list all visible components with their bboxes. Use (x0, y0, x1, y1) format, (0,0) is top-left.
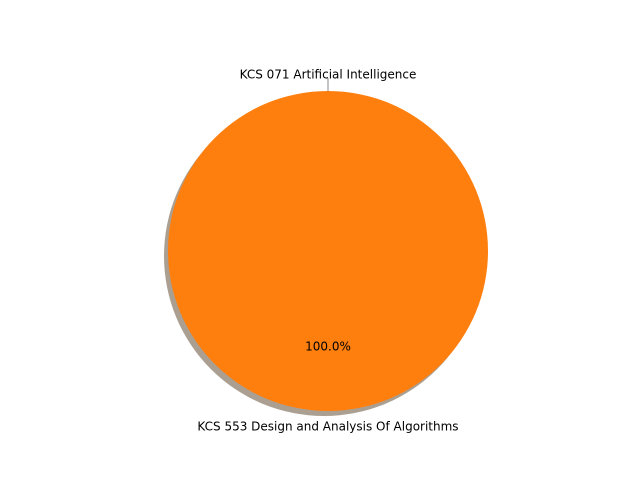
pie-layer: KCS 071 Artificial Intelligence0.0%KCS 5… (164, 68, 488, 434)
pie-slice-kcs-553-design-and-analysis-of-algorithms (168, 91, 488, 411)
pie-label-kcs-553-design-and-analysis-of-algorithms: KCS 553 Design and Analysis Of Algorithm… (197, 420, 458, 434)
pie-pct-kcs-553-design-and-analysis-of-algorithms: 100.0% (305, 340, 351, 354)
pie-label-kcs-071-artificial-intelligence: KCS 071 Artificial Intelligence (240, 68, 417, 82)
